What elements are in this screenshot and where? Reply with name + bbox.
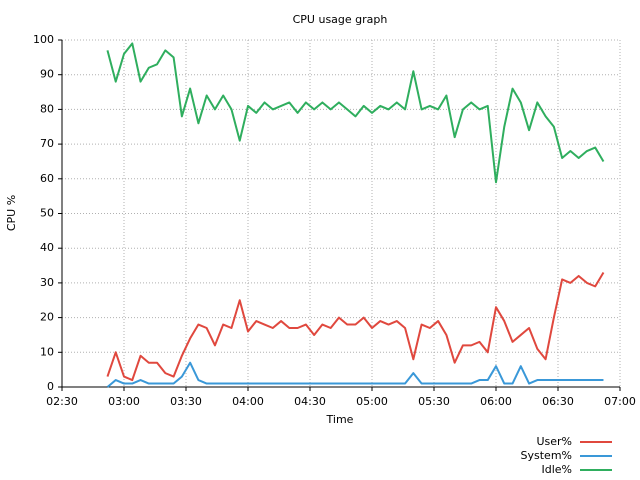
- y-tick-label: 10: [40, 345, 54, 358]
- x-tick-label: 03:30: [170, 395, 202, 408]
- y-tick-label: 100: [33, 33, 54, 46]
- y-tick-label: 90: [40, 68, 54, 81]
- y-tick-label: 70: [40, 137, 54, 150]
- x-tick-label: 07:00: [604, 395, 636, 408]
- y-tick-label: 40: [40, 241, 54, 254]
- x-tick-label: 06:00: [480, 395, 512, 408]
- y-tick-label: 30: [40, 276, 54, 289]
- series-line: [106, 361, 604, 388]
- y-axis-label: CPU %: [5, 195, 18, 231]
- x-tick-label: 05:30: [418, 395, 450, 408]
- y-tick-label: 50: [40, 207, 54, 220]
- x-tick-label: 03:00: [108, 395, 140, 408]
- legend-label: System%: [521, 449, 572, 462]
- y-tick-label: 20: [40, 311, 54, 324]
- legend-label: User%: [536, 435, 572, 448]
- x-tick-label: 04:00: [232, 395, 264, 408]
- x-tick-label: 04:30: [294, 395, 326, 408]
- y-tick-label: 80: [40, 102, 54, 115]
- y-tick-label: 0: [47, 380, 54, 393]
- x-tick-label: 02:30: [46, 395, 78, 408]
- legend-label: Idle%: [541, 463, 572, 476]
- series-line: [106, 42, 605, 184]
- series-line: [106, 271, 605, 382]
- chart-title: CPU usage graph: [293, 13, 388, 26]
- x-tick-label: 05:00: [356, 395, 388, 408]
- x-axis-label: Time: [326, 413, 354, 426]
- x-tick-label: 06:30: [542, 395, 574, 408]
- y-tick-label: 60: [40, 172, 54, 185]
